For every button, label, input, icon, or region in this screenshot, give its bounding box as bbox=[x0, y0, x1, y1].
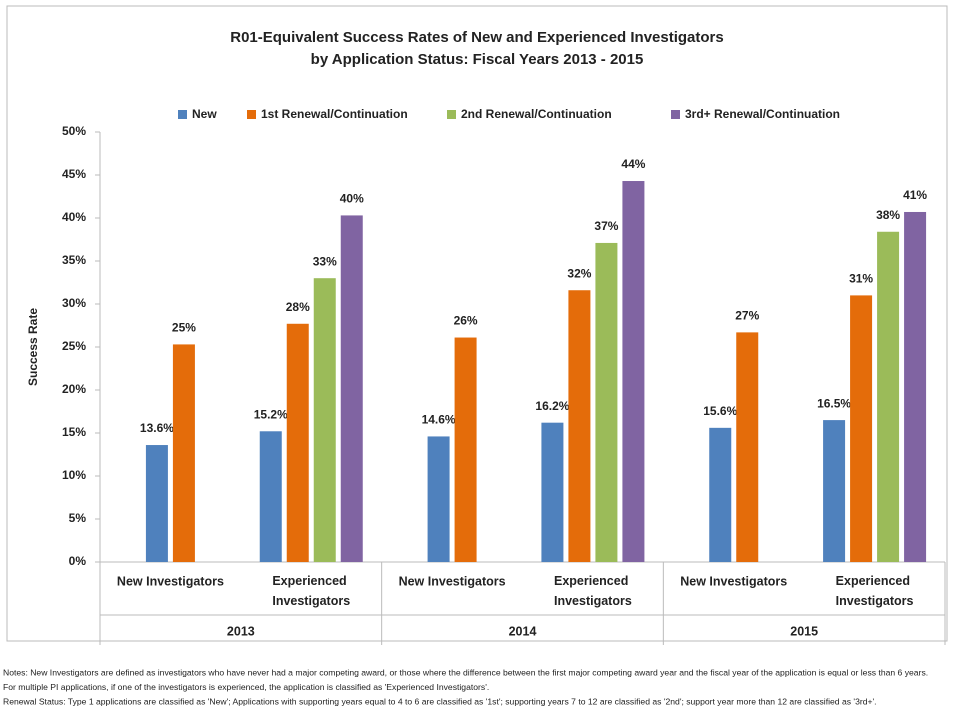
bar bbox=[823, 420, 846, 562]
legend-label: 1st Renewal/Continuation bbox=[261, 107, 408, 121]
data-label: 14.6% bbox=[422, 413, 456, 427]
chart-title: by Application Status: Fiscal Years 2013… bbox=[311, 51, 644, 68]
y-tick-label: 25% bbox=[62, 339, 86, 353]
bar bbox=[145, 445, 168, 562]
data-label: 15.2% bbox=[254, 407, 288, 421]
y-tick-label: 45% bbox=[62, 167, 86, 181]
bar bbox=[622, 181, 645, 562]
note: For multiple PI applications, if one of … bbox=[3, 682, 489, 692]
legend-swatch bbox=[178, 110, 187, 119]
legend-label: New bbox=[192, 107, 217, 121]
x-tick-label: Experienced Investigators bbox=[272, 574, 350, 608]
x-tick-label: New Investigators bbox=[680, 574, 787, 588]
legend-label: 3rd+ Renewal/Continuation bbox=[685, 107, 840, 121]
y-tick-label: 40% bbox=[62, 210, 86, 224]
bar bbox=[595, 242, 618, 562]
bar bbox=[850, 295, 873, 562]
data-label: 28% bbox=[286, 300, 310, 314]
data-label: 31% bbox=[849, 272, 873, 286]
data-label: 13.6% bbox=[140, 421, 174, 435]
data-label: 40% bbox=[340, 192, 364, 206]
group-label: 2014 bbox=[509, 624, 537, 638]
y-tick-label: 50% bbox=[62, 124, 86, 138]
y-axis-title: Success Rate bbox=[26, 308, 40, 386]
bar bbox=[340, 215, 363, 563]
bar bbox=[568, 290, 591, 562]
bar bbox=[904, 211, 927, 563]
legend-swatch bbox=[447, 110, 456, 119]
bar bbox=[877, 231, 900, 562]
y-tick-label: 15% bbox=[62, 425, 86, 439]
bar bbox=[259, 431, 282, 562]
data-label: 41% bbox=[903, 188, 927, 202]
bar bbox=[541, 422, 564, 562]
data-label: 38% bbox=[876, 208, 900, 222]
y-tick-label: 30% bbox=[62, 296, 86, 310]
legend-swatch bbox=[247, 110, 256, 119]
bar bbox=[172, 344, 195, 562]
data-label: 16.2% bbox=[535, 399, 569, 413]
group-label: 2015 bbox=[790, 624, 818, 638]
y-tick-label: 35% bbox=[62, 253, 86, 267]
chart-title: R01-Equivalent Success Rates of New and … bbox=[230, 29, 724, 46]
data-label: 37% bbox=[594, 219, 618, 233]
data-label: 15.6% bbox=[703, 404, 737, 418]
bar bbox=[313, 278, 336, 562]
group-label: 2013 bbox=[227, 624, 255, 638]
data-label: 32% bbox=[567, 266, 591, 280]
y-tick-label: 20% bbox=[62, 382, 86, 396]
data-label: 16.5% bbox=[817, 396, 851, 410]
data-label: 44% bbox=[621, 157, 645, 171]
legend-label: 2nd Renewal/Continuation bbox=[461, 107, 612, 121]
x-tick-label: Experienced Investigators bbox=[836, 574, 914, 608]
x-tick-label: New Investigators bbox=[399, 574, 506, 588]
note: Notes: New Investigators are defined as … bbox=[3, 667, 928, 677]
y-tick-label: 5% bbox=[69, 511, 87, 525]
y-tick-label: 10% bbox=[62, 468, 86, 482]
legend-swatch bbox=[671, 110, 680, 119]
bar bbox=[286, 323, 309, 562]
note: Renewal Status: Type 1 applications are … bbox=[3, 696, 877, 706]
bar bbox=[736, 332, 759, 562]
y-tick-label: 0% bbox=[69, 554, 87, 568]
data-label: 25% bbox=[172, 321, 196, 335]
bar bbox=[454, 337, 477, 562]
bar bbox=[427, 436, 450, 562]
x-tick-label: New Investigators bbox=[117, 574, 224, 588]
data-label: 33% bbox=[313, 254, 337, 268]
data-label: 27% bbox=[735, 309, 759, 323]
data-label: 26% bbox=[454, 314, 478, 328]
bar bbox=[709, 427, 732, 562]
x-tick-label: Experienced Investigators bbox=[554, 574, 632, 608]
